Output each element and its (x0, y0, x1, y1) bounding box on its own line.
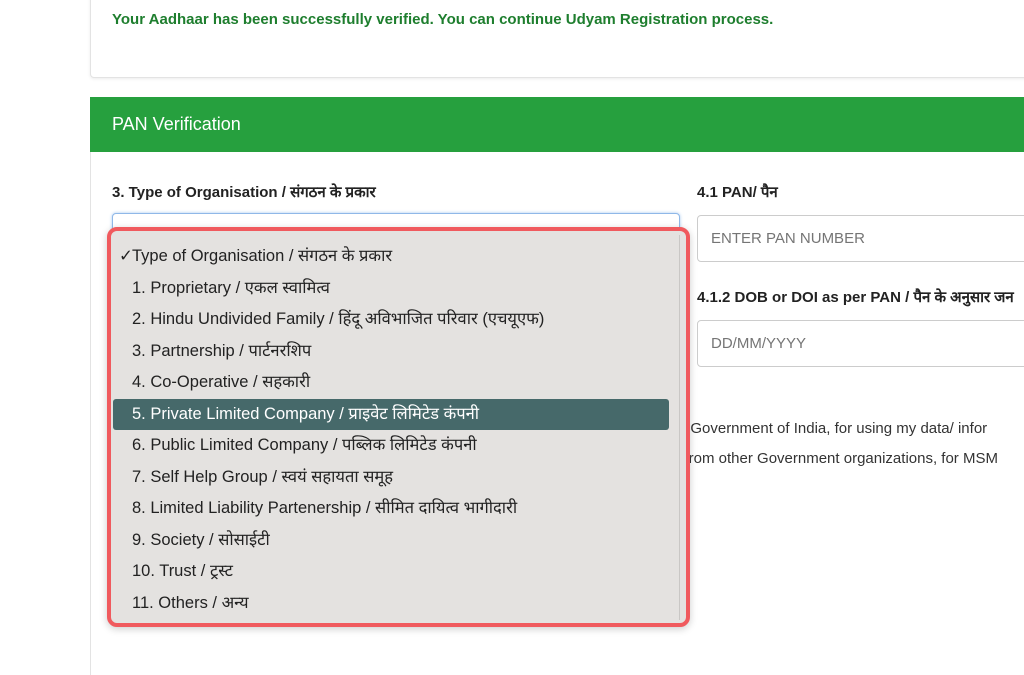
dropdown-option[interactable]: 9. Society / सोसाईटी (113, 525, 669, 556)
dob-input[interactable] (697, 320, 1024, 367)
option-label: 4. Co-Operative / सहकारी (132, 373, 311, 391)
dropdown-option[interactable]: 5. Private Limited Company / प्राइवेट लि… (113, 398, 669, 430)
dropdown-option[interactable]: 11. Others / अन्य (113, 588, 669, 619)
option-label: 6. Public Limited Company / पब्लिक लिमिट… (132, 436, 477, 454)
org-type-dropdown: ✓ Type of Organisation / संगठन के प्रकार 1… (107, 227, 690, 627)
dropdown-option[interactable]: 6. Public Limited Company / पब्लिक लिमिट… (113, 430, 669, 461)
consent-text-line1: E, Government of India, for using my dat… (672, 420, 988, 437)
dropdown-option[interactable]: 2. Hindu Undivided Family / हिंदू अविभाज… (113, 304, 669, 335)
option-label: 5. Private Limited Company / प्राइवेट लि… (132, 404, 480, 423)
dob-label: 4.1.2 DOB or DOI as per PAN / पैन के अनु… (697, 289, 1014, 306)
dropdown-option[interactable]: 3. Partnership / पार्टनरशिप (113, 336, 669, 367)
dropdown-scrollbar[interactable] (679, 235, 680, 620)
org-type-label: 3. Type of Organisation / संगठन के प्रका… (112, 184, 376, 201)
dropdown-option[interactable]: 7. Self Help Group / स्वयं सहायता समूह (113, 462, 669, 493)
pan-label: 4.1 PAN/ पैन (697, 184, 778, 201)
dropdown-option[interactable]: 4. Co-Operative / सहकारी (113, 367, 669, 398)
option-label: 1. Proprietary / एकल स्वामित्व (132, 278, 330, 297)
option-label: 2. Hindu Undivided Family / हिंदू अविभाज… (132, 310, 545, 328)
option-label: 10. Trust / ट्रस्ट (132, 562, 233, 580)
option-label: 3. Partnership / पार्टनरशिप (132, 341, 312, 360)
option-label: 9. Society / सोसाईटी (132, 530, 270, 549)
aadhaar-status-card (90, 0, 1024, 78)
dropdown-option[interactable]: 8. Limited Liability Partenership / सीमि… (113, 493, 669, 524)
dropdown-option[interactable]: ✓ Type of Organisation / संगठन के प्रकार (113, 241, 669, 272)
option-label: 7. Self Help Group / स्वयं सहायता समूह (132, 467, 394, 486)
dropdown-option[interactable]: 10. Trust / ट्रस्ट (113, 556, 669, 587)
option-label: 11. Others / अन्य (132, 593, 249, 612)
option-label: Type of Organisation / संगठन के प्रकार (132, 247, 393, 265)
consent-text-line2: o from other Government organizations, f… (672, 450, 998, 467)
option-label: 8. Limited Liability Partenership / सीमि… (132, 499, 518, 517)
success-message: Your Aadhaar has been successfully verif… (112, 11, 774, 28)
checkmark-icon: ✓ (119, 247, 133, 265)
section-header: PAN Verification (90, 97, 1024, 152)
pan-input[interactable] (697, 215, 1024, 262)
section-border (90, 152, 91, 675)
dropdown-option[interactable]: 1. Proprietary / एकल स्वामित्व (113, 273, 669, 304)
